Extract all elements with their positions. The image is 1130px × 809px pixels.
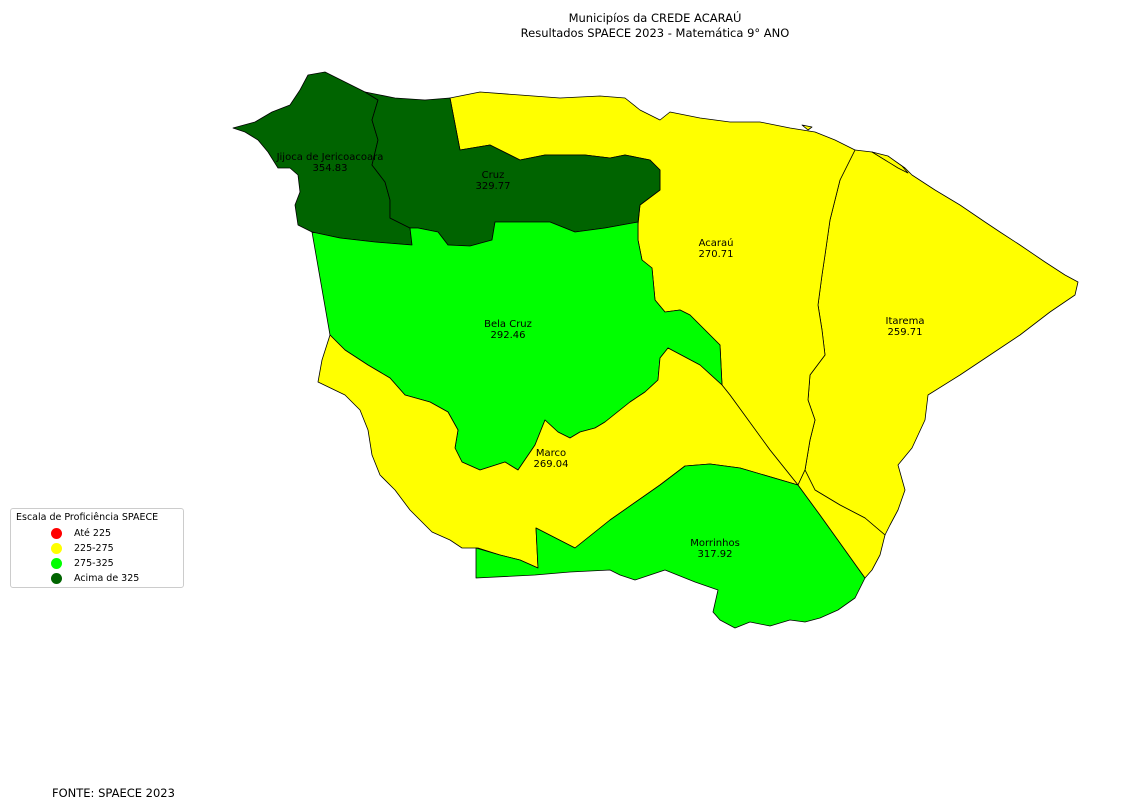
municipality-name: Acaraú	[699, 237, 734, 249]
legend-marker	[51, 528, 62, 539]
region-morrinhos[interactable]	[475, 463, 866, 629]
title-line-1: Municipíos da CREDE ACARAÚ	[568, 11, 742, 25]
island-2	[871, 151, 909, 174]
legend-marker	[51, 558, 62, 569]
legend-item: 225-275	[16, 541, 178, 556]
municipality-score: 317.92	[698, 549, 733, 560]
region-marco[interactable]	[317, 334, 799, 569]
municipality-name: Cruz	[482, 170, 505, 181]
title-line-2: Resultados SPAECE 2023 - Matemática 9° A…	[520, 26, 790, 40]
municipality-score: 354.83	[313, 163, 348, 174]
legend-item: Até 225	[16, 526, 178, 541]
municipality-name: Marco	[536, 448, 566, 459]
municipality-name: Bela Cruz	[484, 319, 532, 330]
legend-marker	[51, 573, 62, 584]
municipality-score: 269.04	[534, 459, 569, 470]
municipality-name: Itarema	[886, 316, 925, 327]
map-title: Municipíos da CREDE ACARAÚ Resultados SP…	[0, 11, 1130, 41]
legend: Escala de Proficiência SPAECE Até 225 22…	[10, 508, 184, 588]
legend-label: Acima de 325	[74, 573, 140, 584]
municipality-name: Morrinhos	[690, 538, 740, 549]
legend-label: 225-275	[74, 543, 114, 554]
legend-item: 275-325	[16, 556, 178, 571]
municipality-score: 259.71	[888, 327, 923, 338]
legend-label: 275-325	[74, 558, 114, 569]
island-1	[801, 124, 813, 131]
region-itarema[interactable]	[804, 149, 1079, 536]
region-marco-strip	[797, 469, 886, 579]
municipality-name: Jijoca de Jericoacoara	[276, 152, 384, 163]
municipality-score: 292.46	[491, 330, 526, 341]
legend-label: Até 225	[74, 528, 112, 539]
municipality-score: 270.71	[699, 249, 734, 260]
legend-title: Escala de Proficiência SPAECE	[16, 512, 159, 523]
legend-marker	[51, 543, 62, 554]
legend-item: Acima de 325	[16, 571, 178, 586]
source-note: FONTE: SPAECE 2023	[52, 786, 175, 800]
municipality-score: 329.77	[476, 181, 511, 192]
